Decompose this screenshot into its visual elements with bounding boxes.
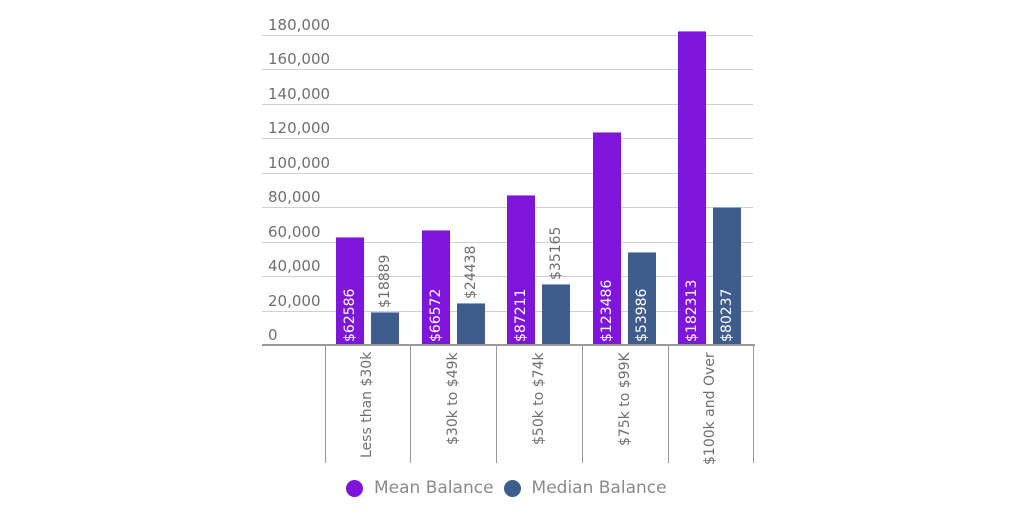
legend-label-median: Median Balance	[531, 478, 667, 498]
y-tick-label: 0	[268, 326, 278, 344]
gridline	[262, 35, 753, 36]
bar-value-label: $182313	[684, 279, 700, 342]
bar-value-label: $80237	[719, 288, 735, 342]
mean-bar[interactable]	[507, 195, 535, 345]
y-tick-label: 80,000	[268, 188, 321, 206]
median-bar[interactable]	[542, 284, 570, 345]
y-tick-label: 120,000	[268, 119, 331, 137]
bar-value-label: $123486	[599, 279, 615, 342]
x-axis-line	[262, 344, 755, 346]
mean-bar[interactable]	[593, 132, 621, 345]
median-bar[interactable]	[371, 312, 399, 345]
bar-value-label: $35165	[548, 226, 564, 280]
x-category-label: $50k to $74k	[531, 352, 547, 445]
bar-value-label: $24438	[463, 245, 479, 299]
median-bar[interactable]	[628, 252, 656, 345]
x-category-label: $75k to $99K	[617, 352, 633, 446]
mean-bar[interactable]	[422, 230, 450, 345]
category-separator	[668, 345, 669, 463]
gridline	[262, 69, 753, 70]
x-category-label: $100k and Over	[702, 352, 718, 465]
gridline	[262, 104, 753, 105]
category-separator	[753, 345, 754, 463]
legend-label-mean: Mean Balance	[374, 478, 494, 498]
y-tick-label: 40,000	[268, 257, 321, 275]
gridline	[262, 173, 753, 174]
category-separator	[325, 345, 326, 463]
y-tick-label: 60,000	[268, 223, 321, 241]
x-category-label: Less than $30k	[359, 351, 375, 458]
bar-value-label: $87211	[513, 288, 529, 342]
legend-item-mean[interactable]: Mean Balance	[346, 478, 494, 498]
y-tick-label: 140,000	[268, 85, 331, 103]
category-separator	[496, 345, 497, 463]
mean-bar[interactable]	[678, 31, 706, 345]
bar-value-label: $53986	[634, 288, 650, 342]
y-tick-label: 100,000	[268, 154, 331, 172]
legend-dot-median-icon	[503, 479, 521, 497]
x-category-label: $30k to $49k	[445, 352, 461, 445]
bar-value-label: $66572	[428, 288, 444, 342]
bar-value-label: $18889	[377, 254, 393, 308]
gridline	[262, 138, 753, 139]
mean-bar[interactable]	[336, 237, 364, 345]
y-tick-label: 160,000	[268, 50, 331, 68]
legend-dot-mean-icon	[346, 479, 363, 497]
category-separator	[582, 345, 583, 463]
bar-value-label: $62586	[342, 288, 358, 342]
y-tick-label: 180,000	[268, 16, 331, 34]
median-bar[interactable]	[713, 207, 741, 345]
category-separator	[410, 345, 411, 463]
legend: Mean Balance Median Balance	[346, 478, 677, 498]
median-bar[interactable]	[457, 303, 485, 345]
y-tick-label: 20,000	[268, 292, 321, 310]
legend-item-median[interactable]: Median Balance	[503, 478, 667, 498]
